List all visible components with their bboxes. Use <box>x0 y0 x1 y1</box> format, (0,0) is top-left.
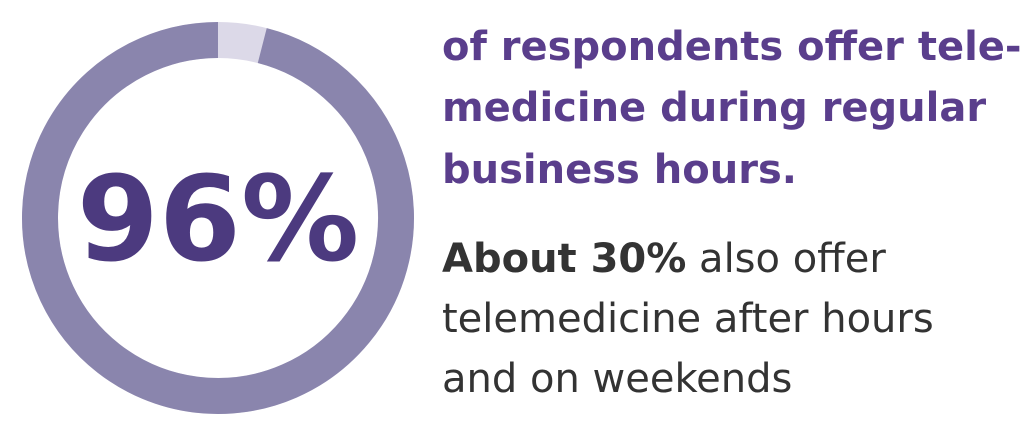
body-line: telemedicine after hours <box>442 296 934 342</box>
headline-line: business hours. <box>442 147 797 193</box>
body-line: and on weekends <box>442 356 792 402</box>
headline-line: of respondents offer tele- <box>442 24 1022 70</box>
body-line: About 30% also offer <box>442 236 886 282</box>
body-bold: About 30% <box>442 236 686 282</box>
body-text: also offer <box>686 236 886 282</box>
donut-arc <box>22 22 414 414</box>
headline-line: medicine during regular <box>442 85 986 131</box>
donut-value-label: 96% <box>77 150 359 288</box>
